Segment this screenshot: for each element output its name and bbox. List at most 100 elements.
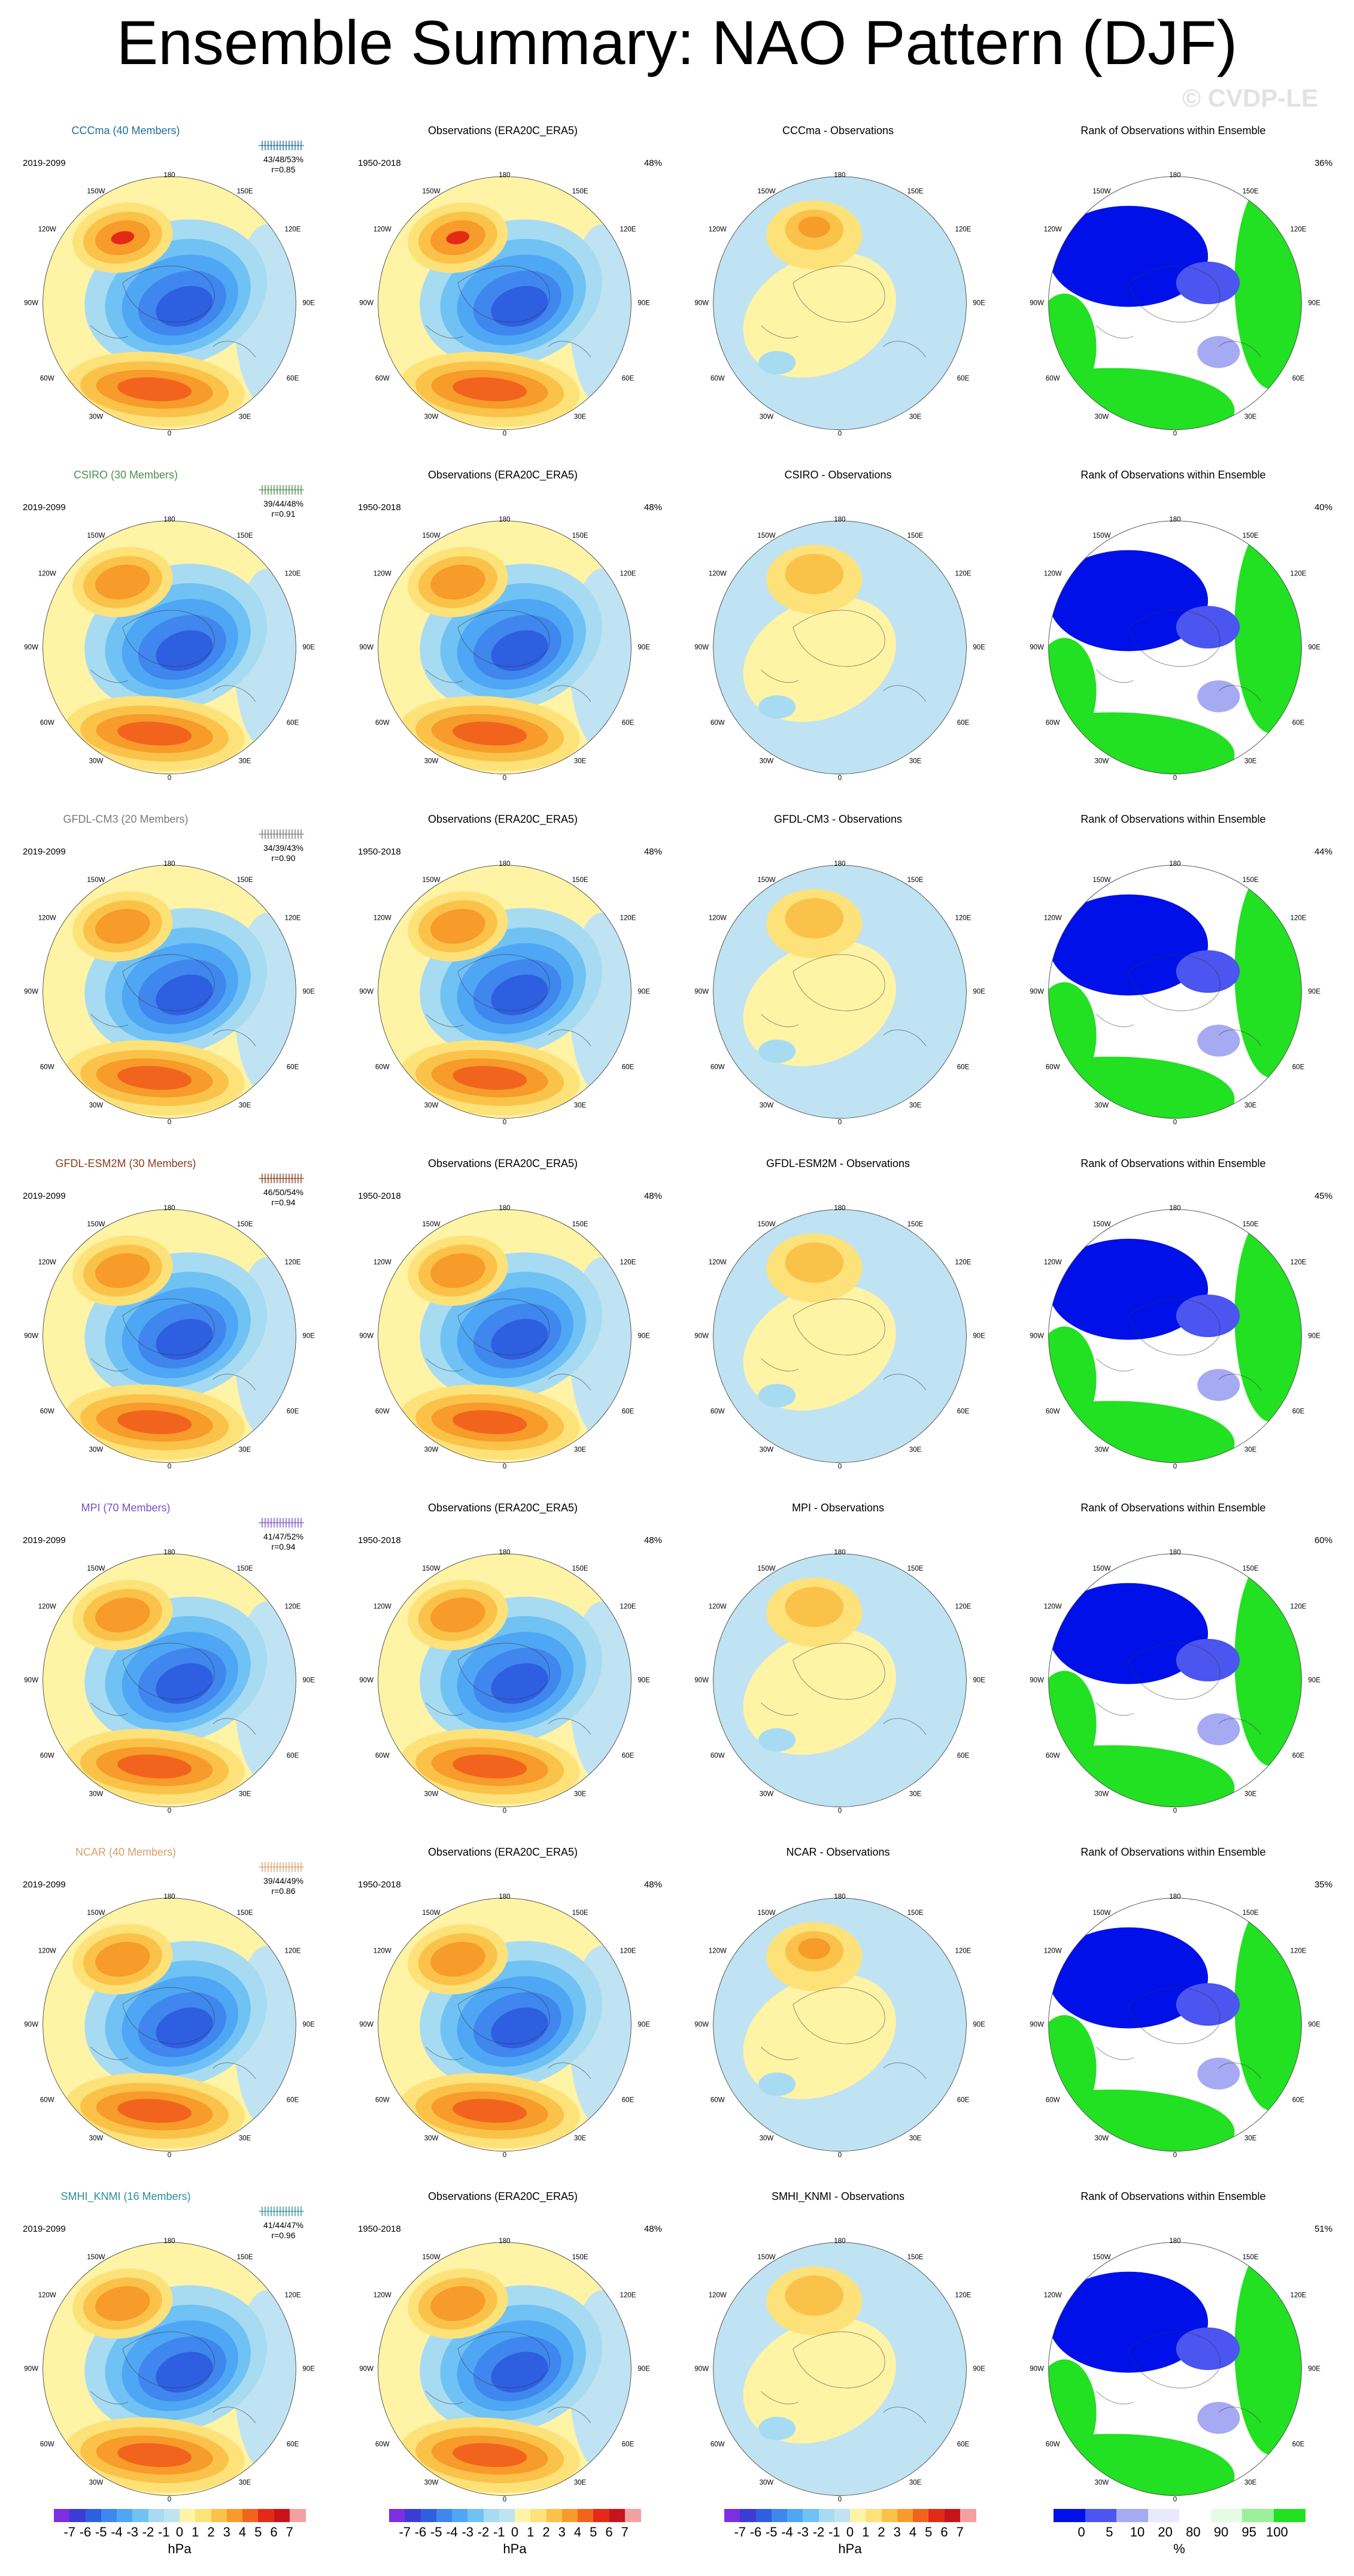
diff-negative-region <box>758 2417 796 2441</box>
rank-panel: Rank of Observations within Ensemble 44% 1… <box>1006 784 1341 1129</box>
rank-high-region <box>1048 2015 1097 2122</box>
map-coordinate-label: 90W <box>24 299 38 307</box>
rank-title: Rank of Observations within Ensemble <box>1080 1846 1266 1858</box>
coastline <box>426 265 591 358</box>
map-coordinate-label: 90W <box>24 1332 38 1339</box>
map-coordinate-label: 90W <box>694 1332 709 1339</box>
coastline <box>426 1987 591 2080</box>
map-coordinate-label: 90E <box>637 2365 650 2372</box>
map-coordinate-label: 60W <box>375 1752 390 1759</box>
map-coordinate-label: 120W <box>38 2292 56 2299</box>
colorbar-swatch <box>787 2509 803 2522</box>
map-coordinate-label: 60W <box>711 719 725 726</box>
observation-period: 1950-2018 <box>358 158 401 168</box>
map-coordinate-label: 60W <box>375 1063 390 1071</box>
map-coordinate-label: 0 <box>838 2152 842 2159</box>
map-coordinate-label: 150E <box>907 188 924 195</box>
map-outline <box>713 865 967 1119</box>
map-coordinate-label: 60E <box>1292 1752 1305 1759</box>
map-coordinate-label: 0 <box>503 1119 506 1126</box>
arctic-low-contour <box>156 1663 213 1704</box>
map-coordinate-label: 180 <box>1169 516 1180 523</box>
map-coordinate-label: 120W <box>1044 226 1062 234</box>
map-coordinate-label: 60E <box>622 719 635 726</box>
map-coordinate-label: 90E <box>1308 988 1320 995</box>
map-coordinate-label: 150W <box>422 2254 440 2261</box>
coastline <box>761 2331 927 2424</box>
colorbar-tick-label: -1 <box>493 2525 505 2539</box>
map-coordinate-label: 150E <box>1243 1221 1259 1228</box>
observation-panel: Observations (ERA20C_ERA5) 1950-2018 48% 18… <box>335 1473 670 1817</box>
colorbar-tick-label: 6 <box>605 2525 613 2539</box>
map-coordinate-label: 60E <box>957 2096 970 2104</box>
map-coordinate-label: 30E <box>1244 1790 1257 1798</box>
map-coordinate-label: 150E <box>237 2254 253 2261</box>
map-coordinate-label: 90E <box>302 988 315 995</box>
colorbar-tick-label: -2 <box>477 2525 490 2539</box>
map-coordinate-label: 30W <box>424 1102 439 1109</box>
colorbar-tick-label: 1 <box>192 2525 199 2539</box>
colorbar-swatch <box>609 2509 626 2522</box>
colorbar-tick-label: 2 <box>542 2525 550 2539</box>
map-outline <box>378 1898 632 2152</box>
map-coordinate-label: 90W <box>1030 1677 1044 1684</box>
map-coordinate-label: 90E <box>973 1677 985 1684</box>
map-coordinate-label: 120W <box>38 915 56 922</box>
rank-title: Rank of Observations within Ensemble <box>1080 1502 1266 1514</box>
rank-low-region <box>1197 1025 1240 1057</box>
arctic-low-contour <box>156 2351 213 2393</box>
colorbar-tick-label: -3 <box>797 2525 809 2539</box>
rank-panel: Rank of Observations within Ensemble 51% 1… <box>1006 2162 1341 2506</box>
atlantic-high-contour <box>117 1410 192 1435</box>
map-coordinate-label: 150W <box>422 1221 440 1228</box>
colorbar-tick-label: 80 <box>1186 2525 1201 2539</box>
map-coordinate-label: 30W <box>89 1102 104 1109</box>
map-coordinate-label: 30E <box>239 2479 251 2486</box>
arctic-low-contour <box>491 974 548 1016</box>
map-outline <box>378 1553 632 1808</box>
map-coordinate-label: 90E <box>302 644 315 651</box>
rank-map: 180 0 90W 90E 150W 150E 120W 120E 60W 60E 30W 30E <box>1030 516 1320 782</box>
map-coordinate-label: 120W <box>38 1948 56 1955</box>
map-coordinate-label: 120W <box>374 2292 391 2299</box>
diff-positive-region <box>743 940 896 1066</box>
map-coordinate-label: 150W <box>422 1565 440 1572</box>
map-coordinate-label: 90W <box>1030 299 1044 307</box>
colorbar-rank: 0 5 10 20 80 90 95 100% <box>1054 2509 1306 2557</box>
map-coordinate-label: 150E <box>237 1221 253 1228</box>
rank-low-region <box>1048 2271 1209 2373</box>
map-coordinate-label: 60E <box>957 375 970 382</box>
map-coordinate-label: 120E <box>955 226 972 234</box>
map-coordinate-label: 180 <box>834 1893 845 1901</box>
map-outline <box>42 1898 296 2152</box>
map-outline <box>713 1553 967 1808</box>
map-outline <box>42 1553 296 1808</box>
map-coordinate-label: 120E <box>285 2292 301 2299</box>
map-outline <box>42 865 296 1119</box>
ensemble-whisker-icon <box>259 829 304 839</box>
arctic-low-contour <box>491 630 548 671</box>
pacific-high-contour <box>430 1941 485 1977</box>
map-coordinate-label: 60E <box>287 1408 299 1415</box>
map-coordinate-label: 30E <box>1244 1102 1257 1109</box>
map-coordinate-label: 0 <box>838 775 842 782</box>
arctic-low-contour <box>156 2007 213 2048</box>
map-coordinate-label: 120W <box>1044 1948 1062 1955</box>
map-coordinate-label: 90W <box>694 2365 709 2372</box>
colorbar-swatch <box>593 2509 609 2522</box>
map-coordinate-label: 30W <box>760 2135 774 2142</box>
rank-panel: Rank of Observations within Ensemble 36% 1… <box>1006 96 1341 440</box>
map-coordinate-label: 0 <box>1173 1463 1177 1471</box>
diff-positive-region <box>743 251 896 378</box>
map-coordinate-label: 0 <box>503 775 506 782</box>
map-coordinate-label: 0 <box>1173 431 1177 438</box>
colorbar-swatch <box>274 2509 290 2522</box>
pacific-high-contour <box>111 231 135 245</box>
colorbar-swatch <box>467 2509 484 2522</box>
map-coordinate-label: 60W <box>1046 1408 1060 1415</box>
map-coordinate-label: 150W <box>1092 1910 1110 1917</box>
model-map: 180 0 90W 90E 150W 150E 120W 120E 60W 60E 30W 30E <box>24 1893 315 2159</box>
atlantic-high-contour <box>117 2443 192 2468</box>
map-coordinate-label: 0 <box>838 431 842 438</box>
map-coordinate-label: 30W <box>1095 1790 1109 1798</box>
